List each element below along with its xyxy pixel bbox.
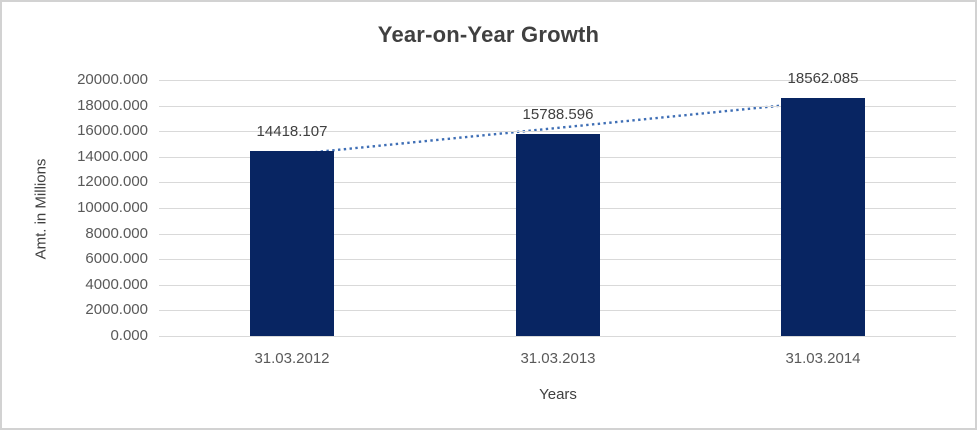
x-axis-title: Years (539, 386, 577, 403)
y-tick-label: 8000.000 (85, 225, 148, 242)
y-tick-label: 2000.000 (85, 301, 148, 318)
y-gridline (159, 131, 956, 132)
bar (516, 134, 600, 336)
y-tick-label: 18000.000 (77, 97, 148, 114)
y-tick-label: 16000.000 (77, 122, 148, 139)
x-tick-label: 31.03.2012 (254, 350, 330, 367)
x-tick-label: 31.03.2014 (785, 350, 861, 367)
x-tick-label: 31.03.2013 (520, 350, 596, 367)
y-gridline (159, 106, 956, 107)
bar (250, 151, 334, 336)
y-gridline (159, 336, 956, 337)
y-tick-label: 0.000 (110, 327, 148, 344)
y-tick-label: 20000.000 (77, 71, 148, 88)
bar-value-label: 14418.107 (256, 123, 328, 140)
bar-value-label: 18562.085 (787, 70, 859, 87)
y-tick-label: 4000.000 (85, 276, 148, 293)
bar-value-label: 15788.596 (522, 106, 594, 123)
y-tick-label: 12000.000 (77, 173, 148, 190)
chart-title: Year-on-Year Growth (377, 22, 600, 47)
y-gridline (159, 80, 956, 81)
y-tick-label: 10000.000 (77, 199, 148, 216)
y-tick-label: 14000.000 (77, 148, 148, 165)
y-tick-label: 6000.000 (85, 250, 148, 267)
bar (781, 98, 865, 336)
